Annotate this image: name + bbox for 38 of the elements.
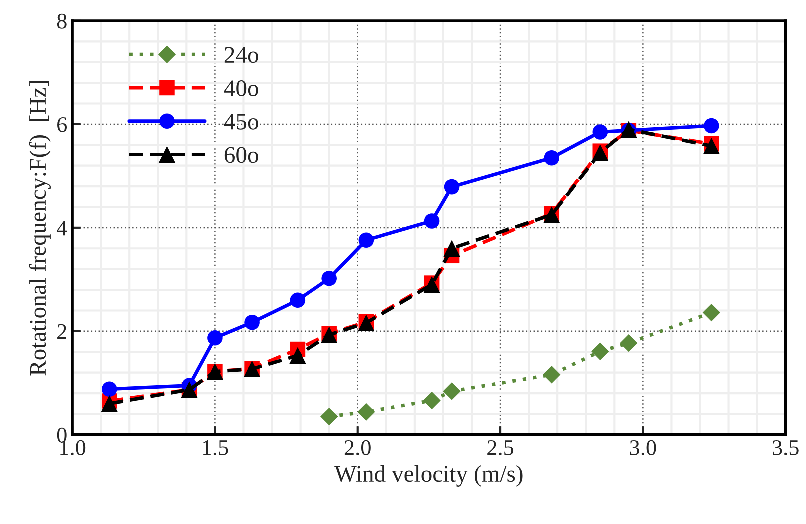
point: [358, 403, 376, 421]
point: [444, 240, 460, 257]
point: [544, 150, 560, 166]
point: [423, 392, 441, 410]
point: [444, 179, 460, 195]
y-tick-label: 8: [57, 14, 67, 29]
point: [322, 271, 337, 286]
legend-label: 45o: [224, 114, 258, 130]
point: [102, 382, 118, 398]
x-tick-label: 1.5: [203, 440, 228, 456]
legend-label: 60o: [224, 147, 258, 164]
point: [208, 330, 223, 346]
point: [543, 366, 561, 384]
y-tick-label: 4: [57, 221, 68, 236]
point: [703, 138, 720, 155]
point: [358, 232, 374, 248]
point: [592, 124, 608, 140]
x-tick-label: 2.0: [344, 440, 371, 456]
y-axis-title: Rotational frequency:F(f) [Hz]: [29, 81, 52, 376]
x-axis-title: Wind velocity (m/s): [334, 465, 523, 487]
point: [290, 347, 306, 364]
legend-label: 40o: [224, 80, 258, 96]
point: [101, 396, 118, 412]
point: [620, 334, 638, 352]
point: [592, 342, 610, 360]
point: [244, 314, 260, 330]
x-tick-label: 3.0: [630, 440, 656, 456]
x-tick-label: 3.5: [773, 440, 799, 456]
legend-label: 24o: [224, 47, 258, 64]
point: [424, 214, 440, 229]
point: [290, 292, 306, 308]
point: [320, 408, 338, 426]
point: [702, 304, 721, 322]
point: [443, 382, 461, 400]
point: [704, 118, 720, 134]
x-tick-label: 2.5: [488, 440, 514, 456]
y-tick-label: 2: [58, 324, 66, 340]
y-tick-label: 6: [58, 117, 68, 132]
